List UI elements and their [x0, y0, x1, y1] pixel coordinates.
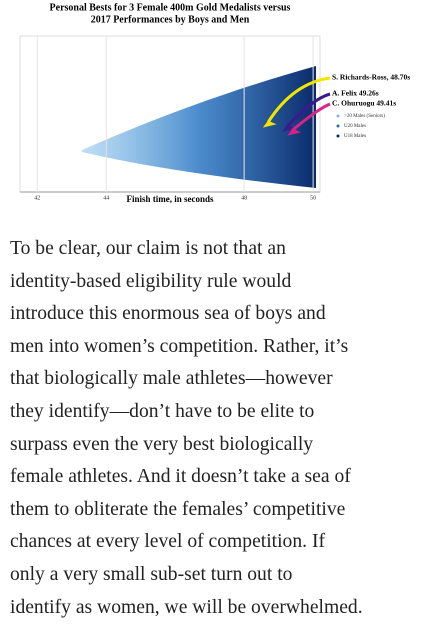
- x-tick-label: 48: [241, 195, 247, 201]
- article-text: To be clear, our claim is not that an ide…: [10, 233, 422, 624]
- text-line: chances at every level of competition. I…: [10, 531, 325, 553]
- text-line: surpass even the very best biologically: [10, 433, 314, 455]
- arrow-head: [282, 124, 296, 132]
- annotation: S. Richards-Ross, 48.70s: [332, 73, 410, 82]
- figure: Personal Bests for 3 Female 400m Gold Me…: [19, 2, 410, 204]
- text-line: that biologically male athletes—however: [10, 368, 333, 390]
- arrow: [267, 76, 331, 123]
- legend-marker: [336, 134, 340, 138]
- x-axis-label: Finish time, in seconds: [126, 194, 214, 204]
- text-line: them to obliterate the females’ competit…: [10, 498, 346, 520]
- text-line: identify as women, we will be overwhelme…: [10, 596, 363, 618]
- arrow: [286, 92, 331, 128]
- text-line: men into women’s competition. Rather, it…: [10, 335, 349, 357]
- figure-title: Personal Bests for 3 Female 400m Gold Me…: [50, 2, 291, 13]
- legend-label: U18 Males: [344, 134, 366, 139]
- text-line: introduce this enormous sea of boys and: [10, 303, 326, 325]
- x-tick-label: 50: [310, 195, 316, 201]
- annotation: A. Felix 49.26s: [332, 89, 379, 98]
- text-line: they identify—don’t have to be elite to: [10, 400, 315, 422]
- arrow: [291, 102, 331, 132]
- text-line: identity-based eligibility rule would: [10, 270, 292, 292]
- annotation: C. Ohuruogu 49.41s: [332, 99, 396, 108]
- x-tick-label: 44: [103, 195, 109, 201]
- arrow-head: [287, 128, 302, 136]
- legend-marker: [336, 114, 340, 118]
- text-line: female athletes. And it doesn’t take a s…: [10, 466, 351, 488]
- legend-label: >20 Males (Seniors): [344, 114, 385, 119]
- page: {"figure": { "title_lines": ["Personal B…: [10, 2, 411, 618]
- point-cloud: [82, 66, 316, 188]
- x-tick-label: 42: [34, 195, 40, 201]
- legend-label: U20 Males: [344, 124, 366, 129]
- text-line: To be clear, our claim is not that an: [10, 238, 286, 259]
- text-line: only a very small sub-set turn out to: [10, 563, 293, 585]
- arrow-head: [262, 120, 277, 128]
- figure-title: 2017 Performances by Boys and Men: [91, 14, 250, 25]
- legend-marker: [336, 124, 340, 128]
